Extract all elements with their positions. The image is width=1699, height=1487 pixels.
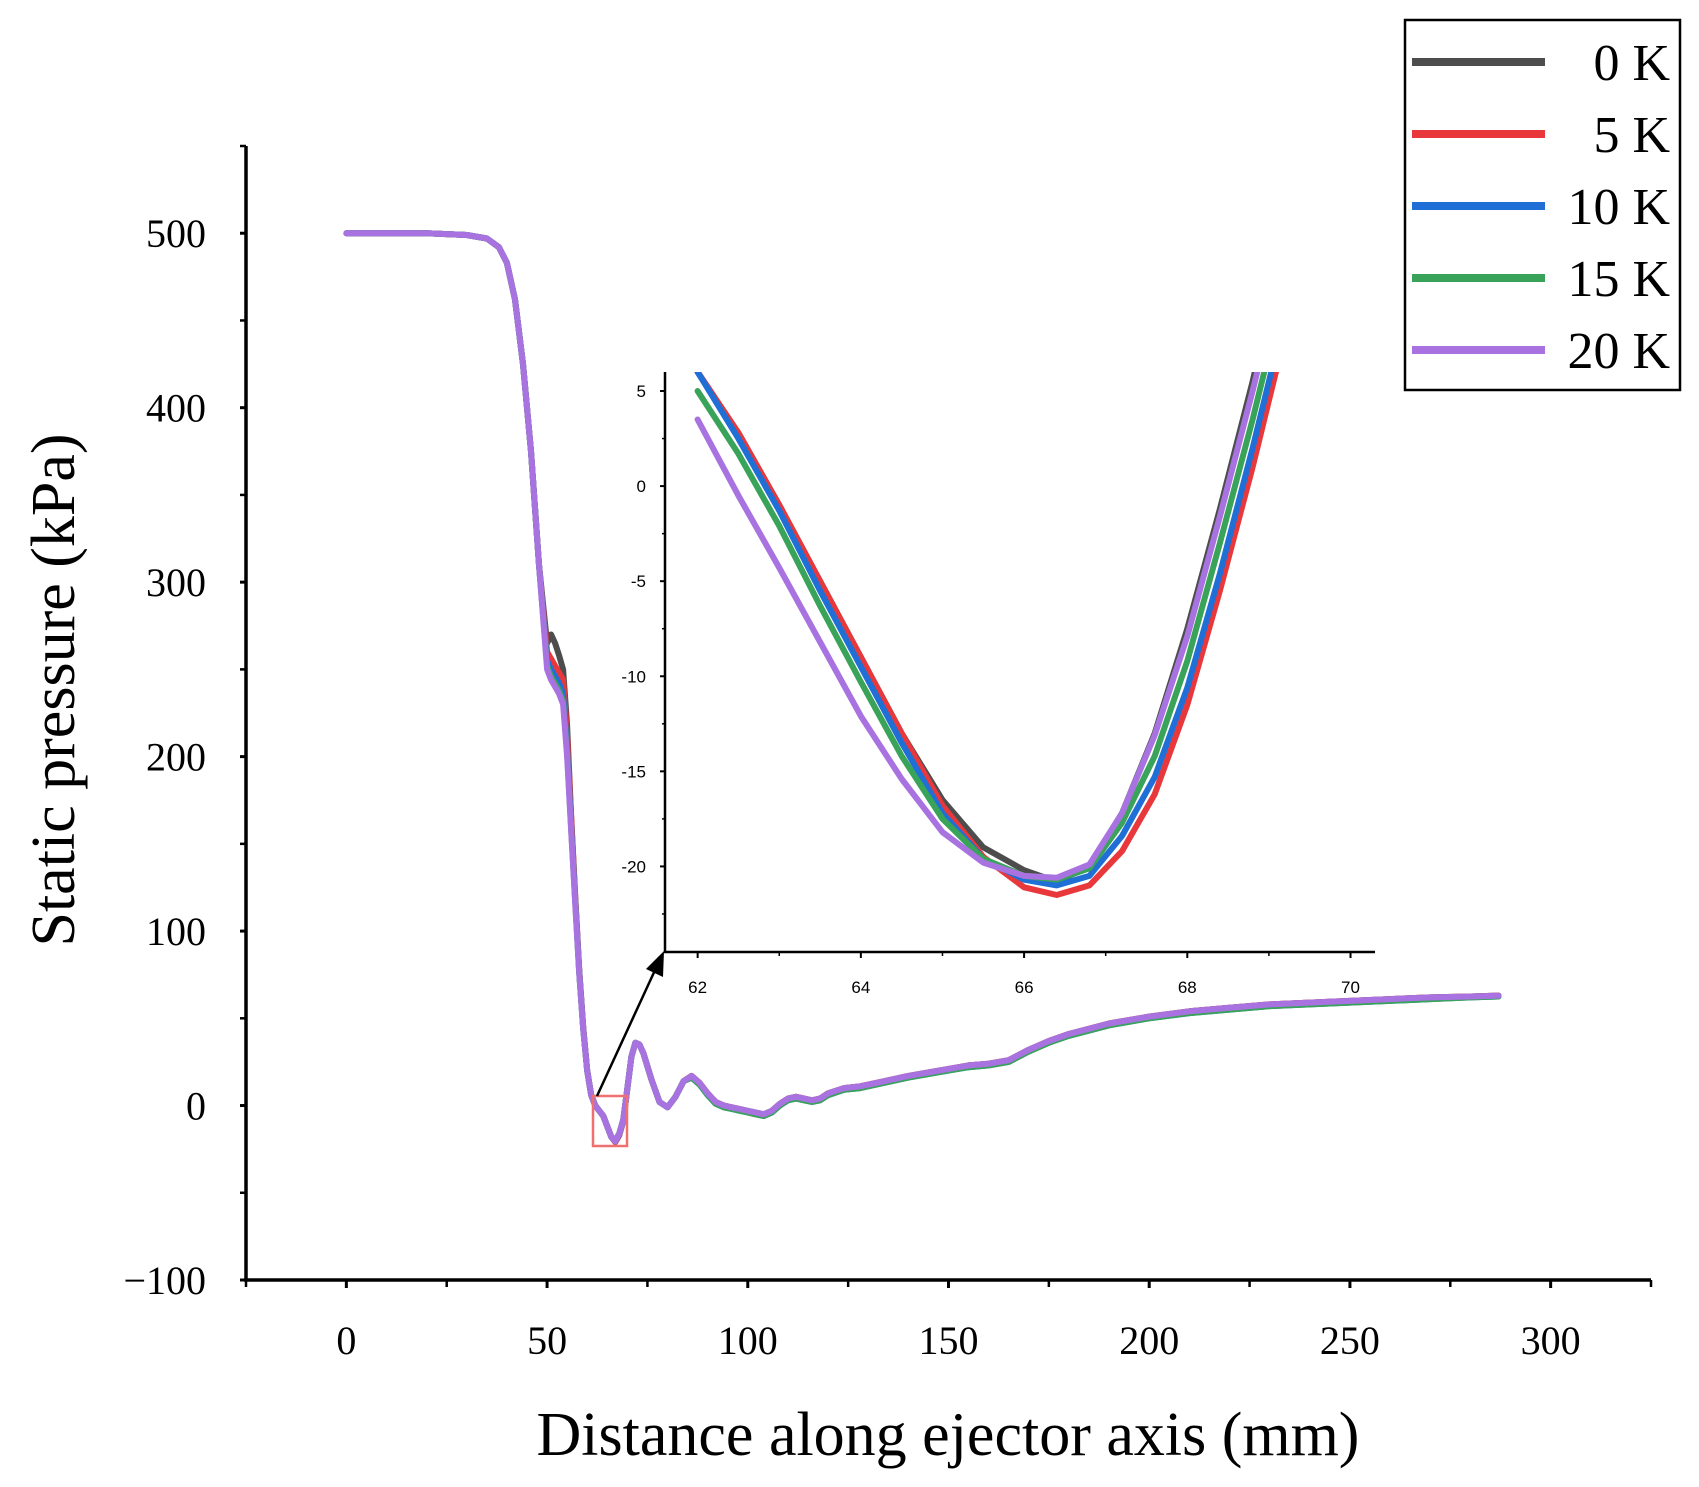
main-y-tick-label: 100 bbox=[146, 909, 206, 954]
legend-label-15-k: 15 K bbox=[1567, 251, 1670, 308]
main-y-tick-label: −100 bbox=[123, 1258, 206, 1303]
main-x-ticks: 0 50 100 150 200 250 300 bbox=[244, 1280, 1653, 1363]
inset-y-tick-label: -20 bbox=[621, 857, 646, 876]
inset-y-ticks: -20 -15 -10 -5 0 5 bbox=[621, 382, 665, 915]
legend-label-10-k: 10 K bbox=[1567, 179, 1670, 236]
legend-label-0-k: 0 K bbox=[1593, 35, 1670, 92]
inset-x-ticks: 62 64 66 68 70 bbox=[688, 952, 1360, 997]
main-y-ticks: −100 0 100 200 300 400 500 bbox=[123, 144, 246, 1303]
zoom-arrow-line bbox=[595, 967, 658, 1097]
main-x-tick-label: 100 bbox=[718, 1318, 778, 1363]
main-series-group bbox=[343, 230, 1502, 1146]
inset-series-group bbox=[694, 372, 1279, 898]
main-y-tick-label: 500 bbox=[146, 211, 206, 256]
legend-label-5-k: 5 K bbox=[1593, 107, 1670, 164]
zoom-arrow-head bbox=[646, 951, 664, 977]
legend: 0 K 5 K 10 K 15 K 20 K bbox=[1412, 35, 1670, 380]
inset-series-line-5-k bbox=[694, 372, 1279, 898]
inset-x-tick-label: 70 bbox=[1341, 978, 1360, 997]
inset-series-line-20-k bbox=[694, 372, 1261, 881]
main-y-tick-label: 400 bbox=[146, 386, 206, 431]
inset-y-tick-label: -5 bbox=[631, 572, 646, 591]
inset-x-tick-label: 64 bbox=[851, 978, 870, 997]
zoom-region-box bbox=[591, 1094, 629, 1148]
inset-y-tick-label: 0 bbox=[637, 477, 646, 496]
inset-x-tick-label: 62 bbox=[688, 978, 707, 997]
main-x-tick-label: 200 bbox=[1119, 1318, 1179, 1363]
inset-y-tick-label: 5 bbox=[637, 382, 646, 401]
legend-label-20-k: 20 K bbox=[1567, 323, 1670, 380]
main-x-tick-label: 250 bbox=[1320, 1318, 1380, 1363]
main-x-tick-label: 300 bbox=[1521, 1318, 1581, 1363]
inset-y-tick-label: -15 bbox=[621, 762, 646, 781]
inset-x-tick-label: 68 bbox=[1178, 978, 1197, 997]
y-axis-title: Static pressure (kPa) bbox=[20, 433, 88, 946]
main-x-tick-label: 150 bbox=[919, 1318, 979, 1363]
inset-series-line-10-k bbox=[694, 372, 1275, 889]
main-x-tick-label: 50 bbox=[527, 1318, 567, 1363]
x-axis-title: Distance along ejector axis (mm) bbox=[537, 1401, 1360, 1469]
main-y-tick-label: 0 bbox=[186, 1084, 206, 1129]
inset-y-tick-label: -10 bbox=[621, 667, 646, 686]
main-y-tick-label: 300 bbox=[146, 560, 206, 605]
main-x-tick-label: 0 bbox=[336, 1318, 356, 1363]
main-series-line-20-k bbox=[343, 230, 1502, 1145]
inset-x-tick-label: 66 bbox=[1015, 978, 1034, 997]
main-y-tick-label: 200 bbox=[146, 735, 206, 780]
